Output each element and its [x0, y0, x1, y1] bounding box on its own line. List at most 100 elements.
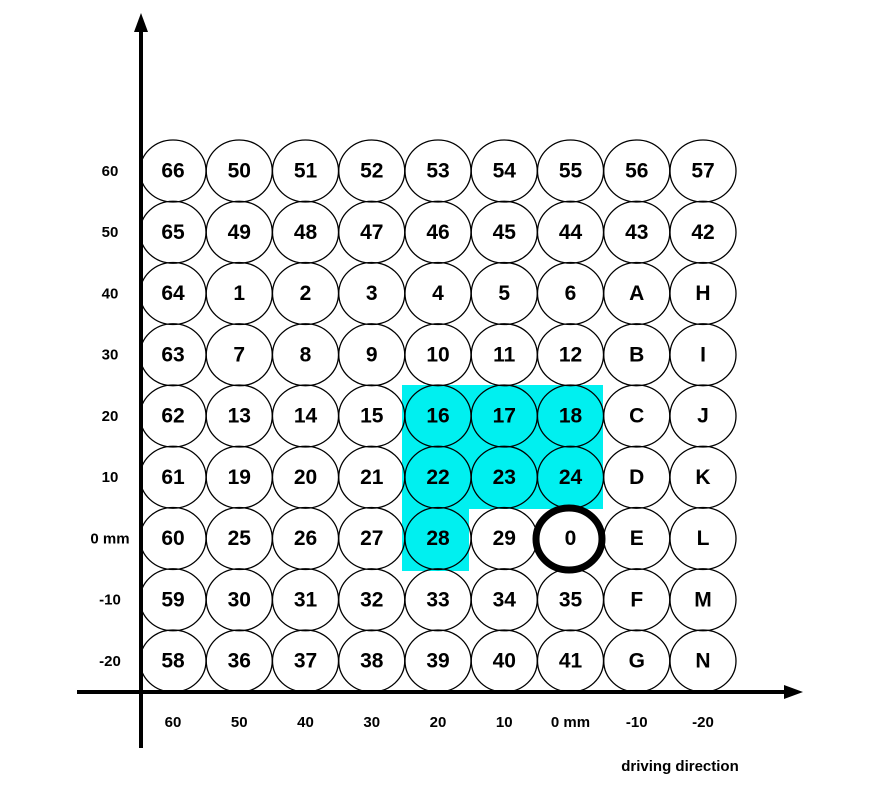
- cell-label: 6: [565, 282, 577, 305]
- cell-label: 5: [498, 282, 510, 305]
- cell-label: I: [700, 343, 706, 366]
- y-axis-label: 20: [102, 408, 119, 425]
- cell-label: 10: [426, 343, 449, 366]
- cell-label: 60: [161, 527, 184, 550]
- cell-label: 28: [426, 527, 450, 550]
- x-axis-label: 0 mm: [551, 714, 590, 731]
- cell-label: 23: [493, 466, 516, 489]
- y-axis-label: -10: [99, 592, 121, 609]
- cell-label: 54: [493, 160, 517, 183]
- x-axis-arrow: [784, 685, 803, 699]
- cell-label: 58: [161, 650, 185, 673]
- cell-label: 21: [360, 466, 384, 489]
- cell-label: G: [629, 650, 645, 673]
- cell-label: 40: [493, 650, 516, 673]
- cell-label: 35: [559, 588, 583, 611]
- cell-label: 24: [559, 466, 583, 489]
- cell-label: 39: [426, 650, 449, 673]
- cell-circle: [669, 384, 737, 448]
- cell-label: 13: [228, 405, 251, 428]
- cell-label: 8: [300, 343, 312, 366]
- cell-label: C: [629, 405, 644, 428]
- cell-label: 51: [294, 160, 318, 183]
- x-axis-label: 10: [496, 714, 513, 731]
- y-axis-label: 40: [102, 285, 119, 302]
- cell-label: 22: [426, 466, 449, 489]
- cell-label: 52: [360, 160, 383, 183]
- cell-label: 47: [360, 221, 383, 244]
- cell-circle: [669, 445, 737, 509]
- cell-circle: [669, 506, 737, 571]
- cell-label: 48: [294, 221, 318, 244]
- cell-label: 17: [493, 405, 516, 428]
- y-axis-label: 30: [102, 347, 119, 364]
- cell-label: 32: [360, 588, 383, 611]
- cell-label: 33: [426, 588, 449, 611]
- cell-label: 12: [559, 343, 582, 366]
- cell-label: 11: [493, 343, 516, 366]
- cell-label: 16: [426, 405, 449, 428]
- cell-label: M: [694, 588, 712, 611]
- cell-circle: [669, 139, 737, 203]
- cell-label: 18: [559, 405, 583, 428]
- y-axis-arrow: [134, 13, 148, 32]
- x-axis-label: 30: [363, 714, 380, 731]
- cell-label: 57: [691, 160, 714, 183]
- cell-label: H: [695, 282, 710, 305]
- cell-label: 36: [228, 650, 251, 673]
- cell-circle: [669, 323, 737, 387]
- cell-label: L: [697, 527, 710, 550]
- x-axis-title: driving direction: [621, 758, 739, 775]
- x-axis-label: 20: [430, 714, 447, 731]
- x-axis-label: -20: [692, 714, 714, 731]
- cell-label: 62: [161, 405, 184, 428]
- cell-label: 2: [300, 282, 312, 305]
- origin-circle: [532, 504, 606, 574]
- cell-label: 1: [233, 282, 245, 305]
- cell-label: 53: [426, 160, 449, 183]
- cell-label: E: [630, 527, 644, 550]
- cell-label: 29: [493, 527, 516, 550]
- cell-label: 49: [228, 221, 251, 244]
- x-axis-label: 50: [231, 714, 248, 731]
- x-axis-label: -10: [626, 714, 648, 731]
- x-axis-label: 60: [165, 714, 182, 731]
- cell-label: 63: [161, 343, 184, 366]
- cell-label: 15: [360, 405, 384, 428]
- cell-label: 20: [294, 466, 317, 489]
- y-axis-label: 50: [102, 224, 119, 241]
- cell-label: 43: [625, 221, 648, 244]
- cell-label: 19: [228, 466, 251, 489]
- cell-label: K: [695, 466, 710, 489]
- y-axis-label: 10: [102, 469, 119, 486]
- cell-label: B: [629, 343, 644, 366]
- y-axis-label: 60: [102, 163, 119, 180]
- cell-label: 66: [161, 160, 184, 183]
- cell-label: 50: [228, 160, 251, 183]
- cell-label: F: [630, 588, 643, 611]
- cell-label: 27: [360, 527, 383, 550]
- y-axis-label: 0 mm: [90, 530, 129, 547]
- cell-label: A: [629, 282, 644, 305]
- cell-label: 26: [294, 527, 317, 550]
- cell-label: 61: [161, 466, 185, 489]
- cell-label: 65: [161, 221, 185, 244]
- cell-circle: [669, 261, 737, 326]
- cell-label: N: [695, 650, 710, 673]
- cell-label: 42: [691, 221, 714, 244]
- cell-label: 7: [233, 343, 245, 366]
- cell-label: D: [629, 466, 644, 489]
- cell-label: 41: [559, 650, 583, 673]
- cell-label: 45: [493, 221, 517, 244]
- cell-label: 59: [161, 588, 184, 611]
- cell-label: 44: [559, 221, 583, 244]
- cell-label: 30: [228, 588, 251, 611]
- cell-label: 55: [559, 160, 583, 183]
- y-axis-label: -20: [99, 653, 121, 670]
- cell-label: J: [697, 405, 709, 428]
- cell-label: 4: [432, 282, 444, 305]
- cell-label: 31: [294, 588, 318, 611]
- cell-label: 0: [565, 527, 577, 550]
